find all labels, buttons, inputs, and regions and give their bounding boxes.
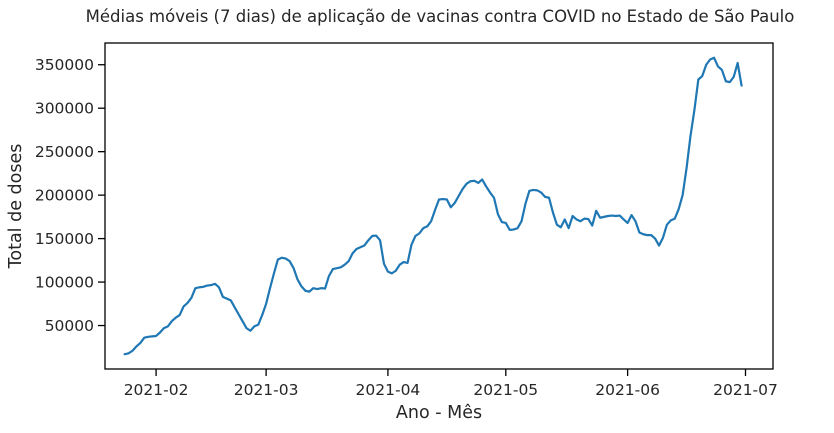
y-tick-label: 300000 bbox=[35, 100, 94, 118]
x-tick-label: 2021-03 bbox=[234, 381, 299, 399]
y-tick-label: 100000 bbox=[35, 274, 94, 292]
series-layer bbox=[123, 56, 743, 356]
x-tick-label: 2021-06 bbox=[595, 381, 660, 399]
x-axis: 2021-02 2021-03 2021-04 2021-05 2021-06 2021-… bbox=[124, 369, 778, 399]
x-tick-label: 2021-05 bbox=[473, 381, 538, 399]
series-line bbox=[123, 56, 743, 356]
y-tick-label: 250000 bbox=[35, 143, 94, 161]
plot-area-frame bbox=[104, 42, 774, 370]
x-tick-label: 2021-04 bbox=[356, 381, 421, 399]
y-tick-label: 50000 bbox=[45, 317, 94, 335]
chart-title: Médias móveis (7 dias) de aplicação de v… bbox=[86, 7, 795, 26]
y-axis: 50000 100000 150000 200000 250000 300000 35000… bbox=[35, 56, 105, 335]
y-tick-label: 200000 bbox=[35, 187, 94, 205]
x-axis-label: Ano - Mês bbox=[396, 403, 482, 423]
y-tick-label: 350000 bbox=[35, 56, 94, 74]
y-tick-label: 150000 bbox=[35, 230, 94, 248]
x-tick-label: 2021-02 bbox=[124, 381, 189, 399]
x-tick-label: 2021-07 bbox=[713, 381, 778, 399]
y-axis-label: Total de doses bbox=[6, 144, 26, 270]
